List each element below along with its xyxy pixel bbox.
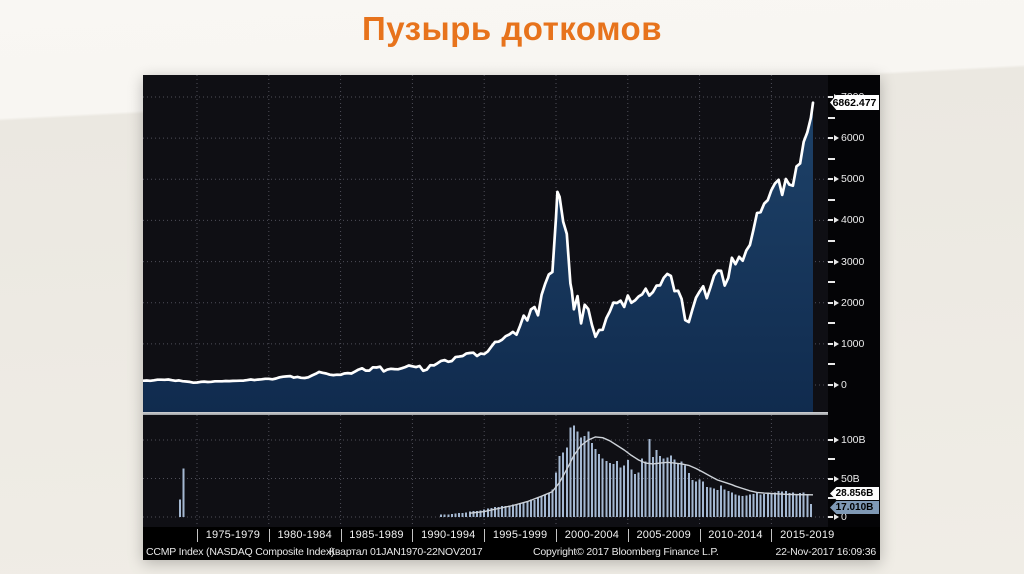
y-axis-tick-label: 5000 [828,173,864,185]
x-axis-period-label: 2015-2019 [780,529,835,541]
price-line [143,101,815,385]
y-axis-tick-label: 0 [828,511,847,523]
tick-arrow-icon [834,514,839,520]
y-axis-tick-label: 0 [828,379,847,391]
tick-arrow-icon [834,475,839,482]
x-axis-period-label: 2010-2014 [708,529,763,541]
tick-dash [828,342,833,345]
tick-arrow-icon [834,176,839,183]
status-bar: CCMP Index (NASDAQ Composite Index) Квар… [143,545,880,560]
tick-dash [828,363,835,366]
tick-dash [828,116,835,119]
x-axis-label-strip: 1975-1979 1980-1984 1985-1989 1990-1994 1995… [143,527,880,545]
x-axis-period-label: 1975-1979 [205,529,261,541]
tick-arrow-icon [834,135,839,142]
panel-separator [143,412,828,415]
tick-dash [828,384,833,386]
volume-moving-average-line [469,436,814,514]
x-axis-tick [340,529,342,542]
volume-chart-svg [143,415,828,527]
x-axis-tick [197,529,198,542]
y-axis-tick-label: 1000 [828,338,864,350]
tick-dash [828,458,835,461]
tick-dash [828,439,833,441]
tick-dash [828,178,833,181]
tick-dash [828,301,833,304]
tick-dash [828,157,835,160]
tick-dash [828,240,835,242]
y-axis-minor-tick [828,363,836,366]
ticker-description: CCMP Index (NASDAQ Composite Index) [146,546,335,558]
x-axis-tick [556,529,557,542]
price-chart-svg [143,75,828,412]
page-title: Пузырь доткомов [361,10,662,47]
tick-dash [828,219,833,222]
tick-dash [828,281,835,284]
tick-dash [828,137,833,140]
y-axis-tick-label: 4000 [828,214,864,226]
x-axis-tick [412,529,414,542]
copyright-text: Copyright© 2017 Bloomberg Finance L.P. [533,546,719,558]
tick-dash [828,260,833,263]
y-axis-tick-label: 3000 [828,256,864,268]
y-axis-minor-tick [828,281,836,284]
y-axis-tick-label: 100B [828,434,866,446]
tick-dash [828,96,833,98]
x-axis-period-label: 1985-1989 [349,529,404,541]
tick-arrow-icon [834,299,839,306]
tick-dash [828,516,833,518]
tick-dash [828,198,835,201]
x-axis-tick [484,529,486,542]
y-axis-tick-label: 2000 [828,297,864,309]
x-axis-period-label: 1980-1984 [277,529,332,541]
bloomberg-terminal-chart: 70006000500040003000200010000100B50B0 68… [143,75,880,560]
x-axis-period-label: 1990-1994 [421,529,476,541]
y-axis-minor-tick [828,157,836,160]
volume-bars [178,425,812,518]
y-axis-minor-tick [828,116,836,119]
last-price-label: 6862.477 [830,95,879,110]
y-axis-minor-tick [828,198,836,201]
y-axis-tick-label: 6000 [828,132,864,144]
timestamp: 22-Nov-2017 16:09:36 [775,546,877,558]
x-axis-tick [771,529,773,542]
x-axis-period-label: 2000-2004 [564,529,620,541]
tick-arrow-icon [834,258,839,265]
tick-dash [828,322,835,325]
y-axis-minor-tick [828,458,836,461]
y-axis-minor-tick [828,496,836,499]
tick-dash [828,496,835,499]
volume-last-label: 17.010B [830,501,879,514]
y-axis-minor-tick [828,322,836,325]
period-range: Квартал 01JAN1970-22NOV2017 [329,546,483,558]
y-axis-minor-tick [828,240,836,242]
x-axis-tick [699,529,701,542]
volume-average-label: 28.856B [830,487,879,500]
tick-arrow-icon [834,437,839,443]
y-axis-tick-label: 50B [828,473,860,485]
price-area-fill [143,102,814,412]
tick-arrow-icon [834,340,839,347]
tick-arrow-icon [834,217,839,224]
x-axis-period-label: 2005-2009 [636,529,691,541]
x-axis-tick [268,529,270,542]
x-axis-tick [627,529,629,542]
x-axis-period-label: 1995-1999 [492,529,548,541]
tick-dash [828,477,833,480]
right-y-axis: 70006000500040003000200010000100B50B0 [828,75,880,527]
tick-arrow-icon [834,382,839,388]
